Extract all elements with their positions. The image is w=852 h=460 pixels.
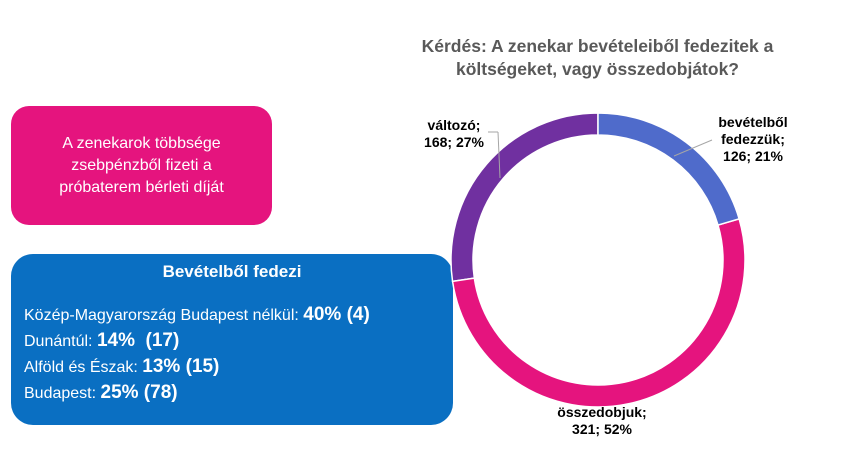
row-value: 25% (78) [100,382,178,403]
row-value: 40% (4) [303,304,370,325]
label-valtozo: változó; 168; 27% [424,117,484,150]
row-value: 14% (17) [96,330,180,351]
slice-bevételből-fedezzük [597,112,741,226]
row-label: Dunántúl: [24,333,97,350]
label-osszedobjuk: összedobjuk; 321; 52% [557,404,647,437]
label-bevetelbol: bevételből fedezzük; 126; 21% [718,114,788,164]
slice-összedobjuk [451,217,746,408]
summary-title: Bevételből fedezi [162,262,302,281]
row-label: Közép-Magyarország Budapest nélkül: [24,307,304,324]
row-label: Alföld és Észak: [24,359,143,376]
summary-row: Közép-Magyarország Budapest nélkül: 40% … [24,302,453,328]
leader-line [497,131,501,179]
row-value: 13% (15) [142,356,220,377]
callout-text: A zenekarok többsége zsebpénzből fizeti … [59,134,224,196]
summary-row: Dunántúl: 14% (17) [24,328,453,354]
summary-box: Bevételből fedezi Közép-Magyarország Bud… [11,254,453,425]
leader-line [673,139,713,157]
summary-row: Alföld és Észak: 13% (15) [24,354,453,380]
row-label: Budapest: [24,385,101,402]
callout-box: A zenekarok többsége zsebpénzből fizeti … [11,106,272,225]
chart-title: Kérdés: A zenekar bevételeiből fedezitek… [421,36,774,79]
summary-row: Budapest: 25% (78) [24,380,453,406]
